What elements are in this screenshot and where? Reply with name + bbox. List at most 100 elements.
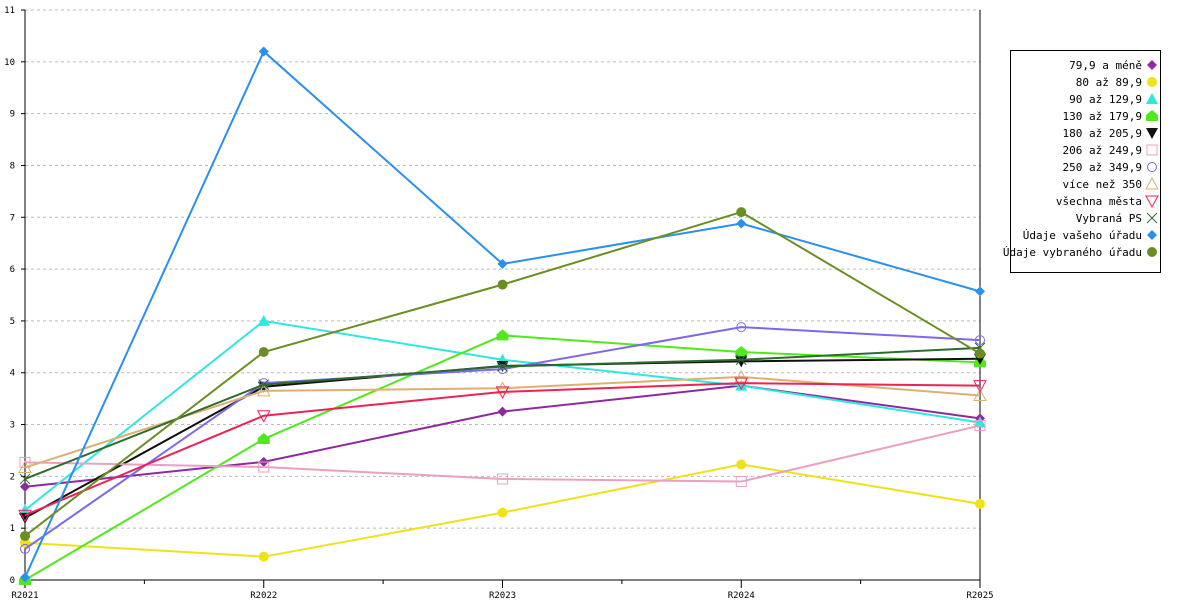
pentagon-marker (735, 346, 748, 357)
square-marker (497, 473, 508, 485)
x-stroke (1146, 212, 1158, 224)
x-marker (258, 379, 270, 390)
diamond-marker (975, 286, 985, 297)
pentagon-marker (496, 329, 509, 341)
series-11 (20, 207, 985, 541)
legend-label: 180 až 205,9 (1063, 127, 1142, 140)
series-line (24, 326, 981, 550)
y-tick-label: 7 (10, 213, 15, 223)
circle-marker (497, 279, 508, 290)
series-line (24, 382, 981, 517)
x-stroke (258, 379, 270, 390)
legend-label: všechna města (1056, 195, 1142, 208)
diamond-marker (20, 572, 30, 583)
x-marker (19, 473, 31, 485)
legend-label: Údaje vybraného úřadu (1003, 246, 1142, 259)
diamond-marker (736, 218, 747, 229)
x-marker (735, 354, 747, 366)
triangle-up-marker (734, 369, 749, 383)
y-tick-label: 2 (10, 472, 15, 482)
series-8 (18, 377, 987, 523)
circle-marker (1147, 162, 1157, 172)
legend-label: 90 až 129,9 (1069, 93, 1142, 106)
triangle-down-marker (495, 386, 510, 399)
triangle-up-marker (18, 460, 32, 474)
legend: 79,9 a méně 80 až 89,9 90 až 129,9 130 až 1… (1003, 50, 1161, 273)
series-6 (20, 322, 985, 554)
circle-marker (975, 335, 985, 346)
square-marker (974, 420, 986, 432)
triangle-up-marker (974, 416, 986, 428)
legend-box (1010, 50, 1161, 273)
circle-marker (975, 348, 985, 359)
y-tick-label: 6 (10, 265, 15, 275)
series-10 (20, 46, 985, 583)
series-5 (19, 420, 986, 488)
y-tick-label: 11 (4, 6, 15, 16)
triangle-up-marker (257, 314, 270, 326)
x-tick-label: R2025 (966, 591, 993, 600)
square-marker (258, 461, 270, 473)
square-marker (735, 476, 747, 488)
legend-label: 206 až 249,9 (1063, 144, 1142, 157)
series-1 (20, 459, 985, 562)
diamond-marker (497, 258, 508, 269)
triangle-up-marker (495, 381, 510, 394)
circle-marker (258, 347, 269, 357)
square-marker (1146, 144, 1158, 156)
y-tick-label: 8 (10, 161, 15, 171)
circle-marker (20, 543, 30, 554)
circle-marker (497, 364, 508, 375)
diamond-marker (1147, 60, 1157, 70)
legend-label: 80 až 89,9 (1076, 76, 1142, 89)
circle-marker (736, 322, 747, 333)
pentagon-marker (257, 433, 270, 445)
series-line (24, 424, 981, 483)
series-line (24, 334, 981, 581)
triangle-down-marker (256, 410, 271, 423)
x-tick-label: R2022 (250, 591, 277, 600)
x-tick-label: R2023 (489, 591, 516, 600)
circle-marker (20, 530, 30, 541)
y-tick-label: 1 (10, 524, 15, 534)
legend-label: 130 až 179,9 (1063, 110, 1142, 123)
circle-marker (497, 507, 508, 518)
circle-marker (258, 551, 269, 562)
diamond-marker (20, 481, 30, 492)
circle-marker (258, 378, 269, 389)
triangle-up-marker (19, 504, 31, 516)
x-stroke (497, 361, 508, 372)
triangle-up-marker (256, 383, 271, 397)
circle-marker (736, 459, 747, 470)
legend-label: Údaje vašeho úřadu (1023, 229, 1142, 242)
x-marker (497, 361, 508, 372)
diamond-marker (497, 406, 508, 417)
y-tick-label: 10 (4, 58, 15, 68)
circle-marker (736, 207, 747, 218)
x-stroke (19, 473, 31, 485)
triangle-down-marker (1145, 195, 1159, 209)
legend-label: více než 350 (1063, 178, 1142, 191)
x-marker (1146, 212, 1158, 224)
triangle-down-marker (973, 380, 987, 393)
triangle-down-marker (18, 509, 32, 523)
series-line (24, 49, 981, 578)
diamond-marker (1147, 230, 1157, 240)
x-tick-label: R2024 (728, 591, 755, 600)
circle-marker (1147, 77, 1157, 87)
triangle-up-marker (973, 388, 987, 402)
triangle-up-marker (735, 379, 748, 391)
triangle-up-marker (1145, 176, 1159, 190)
triangle-up-marker (1146, 93, 1158, 104)
triangle-down-marker (1146, 128, 1158, 139)
legend-label: Vybraná PS (1076, 212, 1142, 225)
x-stroke (735, 354, 747, 366)
y-tick-label: 4 (10, 369, 15, 379)
diamond-marker (258, 46, 269, 57)
y-tick-label: 3 (10, 421, 15, 431)
circle-marker (1147, 247, 1157, 257)
triangle-down-marker (734, 377, 749, 391)
legend-label: 250 až 349,9 (1063, 161, 1142, 174)
y-tick-label: 5 (10, 317, 15, 327)
